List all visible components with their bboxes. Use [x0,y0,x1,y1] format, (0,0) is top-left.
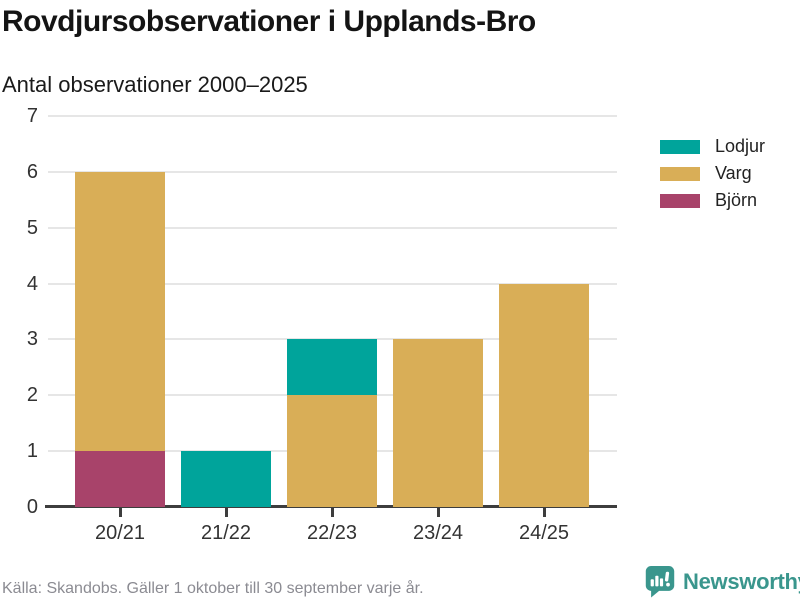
y-tick-label: 0 [26,496,38,518]
gridline-6 [48,170,617,173]
x-tick [118,508,122,517]
x-tick [436,508,440,517]
legend-item-lodjur: Lodjur [660,133,765,160]
legend-label: Björn [715,190,758,210]
legend: Lodjur Varg Björn [660,133,765,214]
y-tick-label: 5 [26,216,38,239]
plot-area: 0 1 2 3 4 5 6 7 20/21 21/22 22/23 23/24 24/25 [0,105,660,560]
legend-item-björn: Björn [660,187,765,214]
legend-swatch [660,139,700,154]
newsworthy-icon [645,565,675,598]
legend-swatch [660,193,700,208]
chart-title: Rovdjursobservationer i Upplands-Bro [2,5,536,38]
y-tick-label: 3 [26,328,38,351]
x-tick-label: 20/21 [94,522,146,544]
bar-segment-lodjur-22-23 [287,339,377,396]
x-tick [224,508,228,517]
bar-segment-varg-22-23 [287,395,377,507]
x-tick [542,508,546,517]
legend-item-varg: Varg [660,160,765,187]
source-note: Källa: Skandobs. Gäller 1 oktober till 3… [2,580,424,597]
x-tick-label: 21/22 [200,522,252,544]
y-tick-label: 2 [26,384,38,407]
bar-segment-björn-20-21 [75,451,165,507]
x-tick [330,508,334,517]
gridline-5 [48,226,617,229]
bar-segment-varg-20-21 [75,171,165,452]
x-tick-label: 22/23 [306,522,358,544]
gridline-4 [48,282,617,285]
chart-subtitle: Antal observationer 2000–2025 [2,72,308,97]
x-tick-label: 24/25 [518,522,570,544]
y-tick-label: 1 [26,440,38,463]
legend-label: Varg [715,163,752,183]
y-tick-label: 6 [26,160,38,183]
legend-swatch [660,166,700,181]
gridline-7 [48,115,617,117]
bar-segment-lodjur-21-22 [181,451,271,507]
brand-name: Newsworthy [683,568,800,594]
y-tick-label: 4 [26,272,38,295]
y-tick-label: 7 [26,105,38,127]
bar-segment-varg-23-24 [393,339,483,507]
x-tick-label: 23/24 [412,522,464,544]
legend-label: Lodjur [715,136,766,156]
bar-segment-varg-24-25 [499,283,589,507]
brand-logo: Newsworthy [644,564,800,599]
